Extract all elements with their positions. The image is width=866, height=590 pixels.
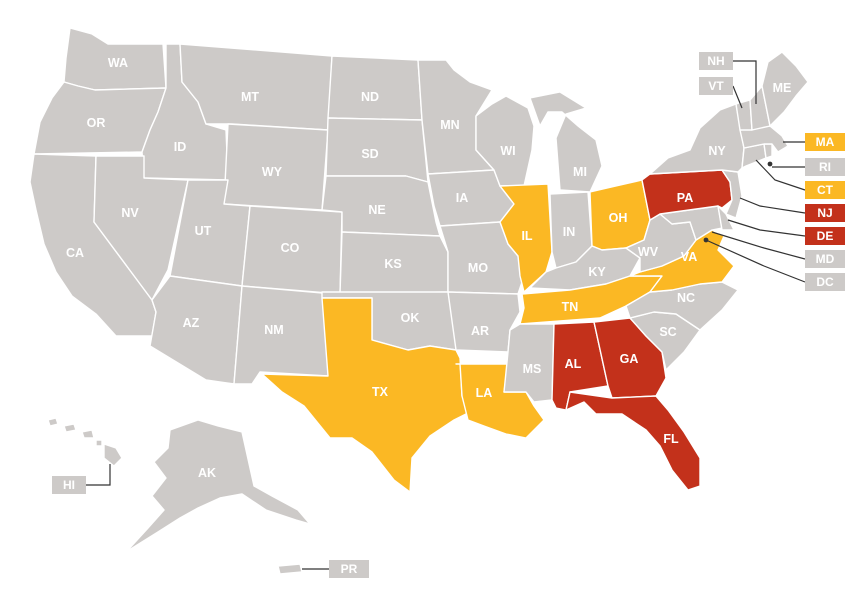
callout-ri[interactable]: RI	[805, 158, 845, 176]
label-ar: AR	[471, 324, 489, 338]
label-wa: WA	[108, 56, 128, 70]
ri-marker	[767, 161, 773, 167]
svg-text:NJ: NJ	[817, 206, 832, 220]
svg-text:MD: MD	[816, 252, 835, 266]
state-de[interactable]	[717, 205, 735, 231]
svg-text:NH: NH	[707, 54, 724, 68]
label-mo: MO	[468, 261, 488, 275]
leader-hi	[86, 464, 111, 486]
state-tx[interactable]	[261, 297, 471, 493]
state-ma[interactable]	[739, 125, 789, 153]
leader-nj	[739, 197, 806, 214]
dc-marker	[703, 237, 709, 243]
label-nd: ND	[361, 90, 379, 104]
leader-dc	[705, 239, 806, 283]
state-nv[interactable]	[93, 155, 189, 301]
state-ak[interactable]	[125, 419, 311, 553]
label-co: CO	[281, 241, 300, 255]
callout-nj[interactable]: NJ	[805, 204, 845, 222]
label-ny: NY	[708, 144, 726, 158]
label-nm: NM	[264, 323, 283, 337]
state-nm[interactable]	[233, 285, 335, 385]
label-wy: WY	[262, 165, 283, 179]
label-ga: GA	[620, 352, 639, 366]
state-ri[interactable]	[763, 143, 773, 159]
label-me: ME	[773, 81, 792, 95]
label-la: LA	[476, 386, 493, 400]
state-mi[interactable]	[529, 91, 603, 193]
state-me[interactable]	[761, 51, 809, 127]
leader-nh	[733, 60, 757, 104]
label-mi: MI	[573, 165, 587, 179]
callout-de[interactable]: DE	[805, 227, 845, 245]
label-wi: WI	[500, 144, 515, 158]
callout-dc[interactable]: DC	[805, 273, 845, 291]
label-nv: NV	[121, 206, 139, 220]
svg-text:MA: MA	[816, 135, 835, 149]
label-il: IL	[521, 229, 532, 243]
svg-text:DC: DC	[816, 275, 834, 289]
label-or: OR	[87, 116, 106, 130]
callout-pr[interactable]: PR	[329, 560, 369, 578]
label-ok: OK	[401, 311, 420, 325]
label-ky: KY	[588, 265, 606, 279]
label-pa: PA	[677, 191, 693, 205]
label-ne: NE	[368, 203, 385, 217]
state-ms[interactable]	[503, 323, 555, 403]
leader-de	[727, 219, 806, 237]
state-nj[interactable]	[721, 169, 743, 219]
label-sc: SC	[659, 325, 676, 339]
label-wv: WV	[638, 245, 659, 259]
label-ia: IA	[456, 191, 469, 205]
leader-ct	[755, 159, 806, 191]
label-tx: TX	[372, 385, 389, 399]
svg-text:DE: DE	[817, 229, 834, 243]
label-ks: KS	[384, 257, 401, 271]
state-ny[interactable]	[649, 103, 745, 175]
callout-vt[interactable]: VT	[699, 77, 733, 95]
leader-md	[711, 231, 806, 260]
state-pr[interactable]	[277, 563, 303, 575]
label-ak: AK	[198, 466, 216, 480]
svg-text:PR: PR	[341, 562, 358, 576]
state-wi[interactable]	[475, 95, 535, 187]
label-id: ID	[174, 140, 187, 154]
state-nd[interactable]	[327, 55, 423, 121]
state-mt[interactable]	[179, 43, 333, 131]
leader-vt	[732, 85, 743, 109]
label-ca: CA	[66, 246, 84, 260]
label-tn: TN	[562, 300, 579, 314]
callout-nh[interactable]: NH	[699, 52, 733, 70]
callout-hi[interactable]: HI	[52, 476, 86, 494]
state-fl[interactable]	[565, 391, 701, 491]
label-oh: OH	[609, 211, 628, 225]
label-nc: NC	[677, 291, 695, 305]
label-fl: FL	[663, 432, 679, 446]
svg-text:VT: VT	[708, 79, 724, 93]
callout-ct[interactable]: CT	[805, 181, 845, 199]
label-va: VA	[681, 250, 697, 264]
label-mn: MN	[440, 118, 459, 132]
label-al: AL	[565, 357, 582, 371]
label-in: IN	[563, 225, 576, 239]
svg-text:HI: HI	[63, 478, 75, 492]
label-mt: MT	[241, 90, 259, 104]
label-ms: MS	[523, 362, 542, 376]
label-ut: UT	[195, 224, 212, 238]
state-az[interactable]	[149, 275, 243, 385]
state-hi[interactable]	[47, 417, 123, 467]
callout-ma[interactable]: MA	[805, 133, 845, 151]
label-az: AZ	[183, 316, 200, 330]
svg-text:CT: CT	[817, 183, 834, 197]
label-sd: SD	[361, 147, 378, 161]
callout-md[interactable]: MD	[805, 250, 845, 268]
svg-text:RI: RI	[819, 160, 831, 174]
